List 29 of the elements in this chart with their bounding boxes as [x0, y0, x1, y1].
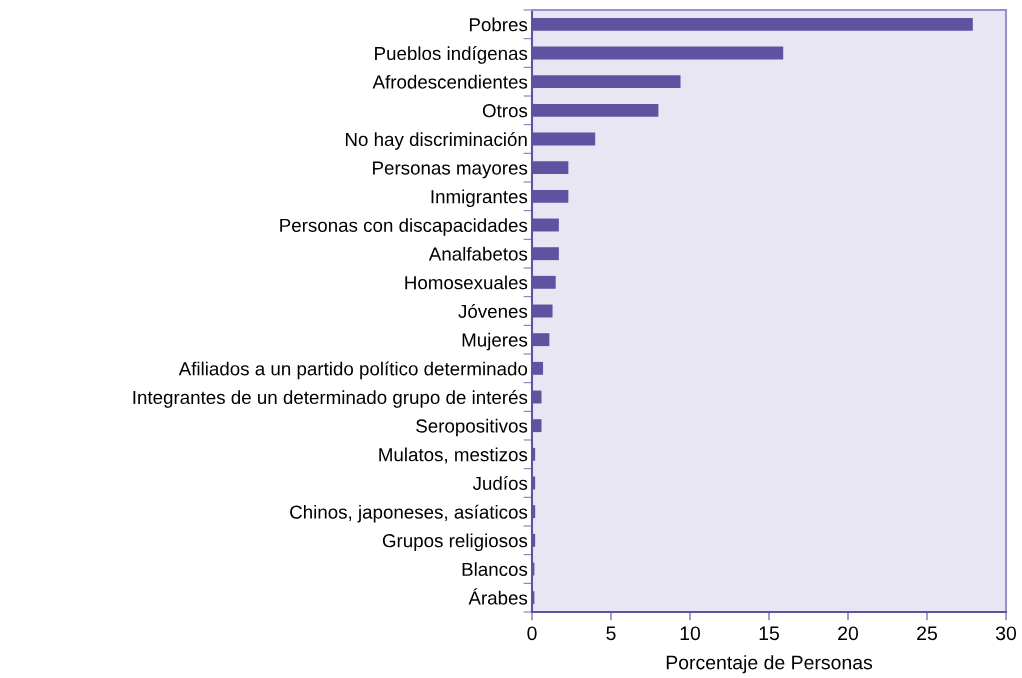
- x-tick-label: 5: [606, 626, 616, 641]
- y-tick-label: Pobres: [469, 17, 528, 32]
- y-tick-label: Judíos: [472, 475, 528, 490]
- y-tick-label: Afrodescendientes: [372, 74, 528, 89]
- y-tick-label: Seropositivos: [416, 418, 528, 437]
- x-axis-title: Porcentaje de Personas: [666, 655, 873, 674]
- y-tick-label: No hay discriminación: [345, 132, 527, 150]
- y-tick-label: Homosexuales: [405, 275, 528, 290]
- x-tick-label: 20: [838, 626, 859, 641]
- y-tick-label: Chinos, japoneses, asíaticos: [290, 504, 528, 523]
- x-tick-label: 15: [759, 626, 779, 641]
- y-tick-label: Integrantes de un determinado grupo de interés: [133, 390, 528, 408]
- y-tick-label: Personas con discapacidades: [280, 218, 528, 236]
- x-tick-label: 30: [995, 626, 1017, 641]
- y-tick-label: Otros: [482, 104, 528, 118]
- x-tick-label: 10: [680, 626, 701, 641]
- y-tick-label: Analfabetos: [428, 246, 528, 261]
- y-tick-label: Pueblos indígenas: [375, 46, 528, 64]
- x-tick-label: 0: [527, 626, 537, 641]
- x-tick-label: 25: [917, 626, 937, 641]
- y-tick-label: Blancos: [462, 562, 528, 576]
- y-tick-label: Mulatos, mestizos: [379, 447, 528, 464]
- y-tick-label: Árabes: [468, 588, 528, 605]
- y-tick-label: Mujeres: [462, 332, 528, 351]
- y-tick-label: Inmigrantes: [431, 189, 528, 208]
- y-tick-label: Afiliados a un partido político determinado: [178, 361, 528, 380]
- y-tick-label: Personas mayores: [373, 161, 528, 179]
- y-tick-label: Grupos religiosos: [382, 533, 528, 552]
- y-tick-label: Jóvenes: [458, 303, 528, 318]
